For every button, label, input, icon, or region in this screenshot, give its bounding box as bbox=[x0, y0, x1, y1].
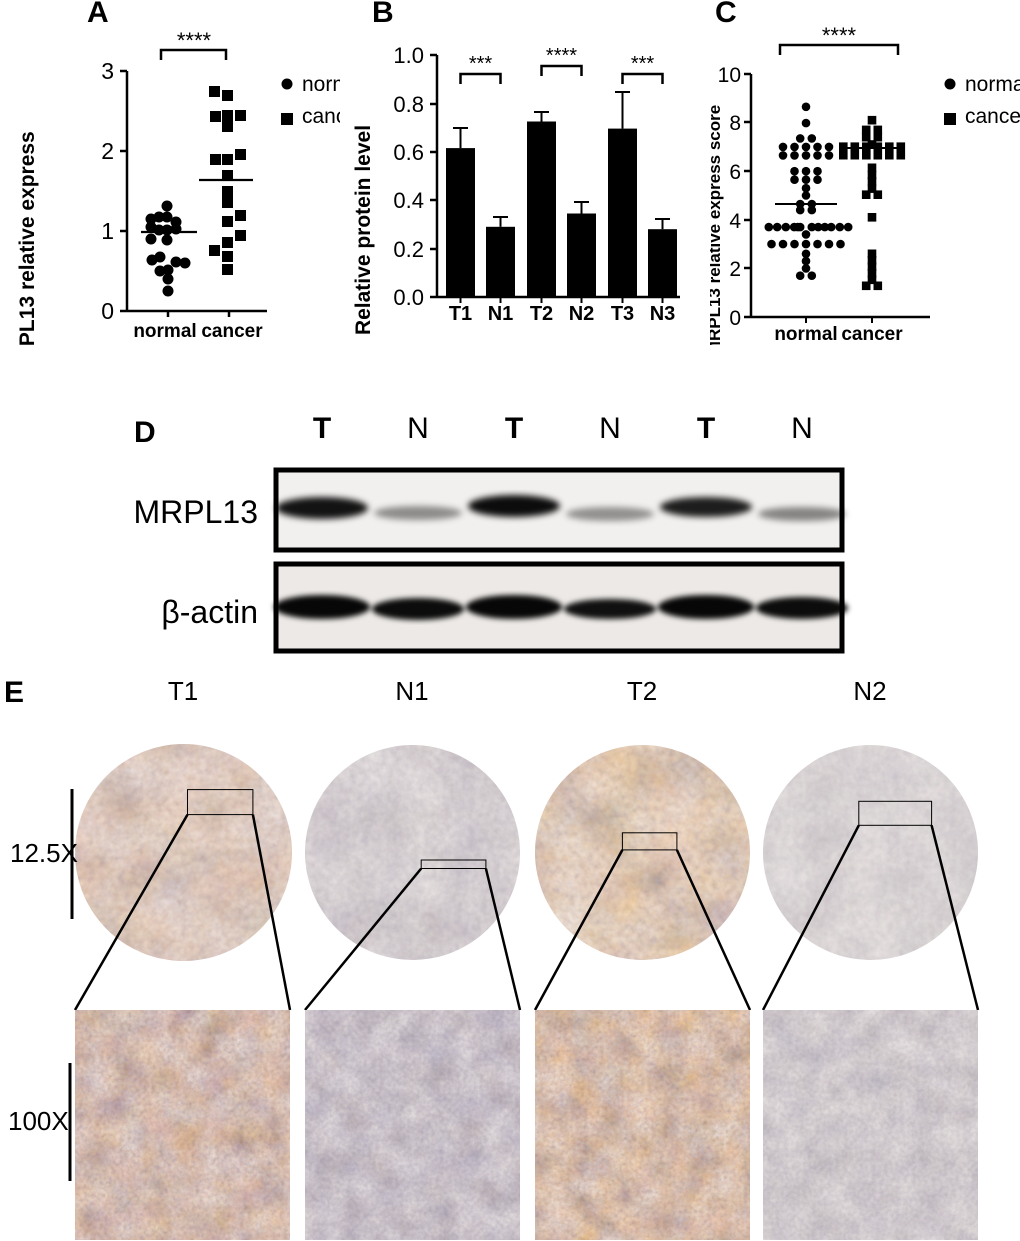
svg-text:normal: normal bbox=[302, 73, 340, 96]
svg-text:normal: normal bbox=[774, 324, 837, 345]
svg-text:T3: T3 bbox=[611, 303, 634, 325]
svg-text:***: *** bbox=[631, 53, 655, 75]
svg-text:MRPL13: MRPL13 bbox=[134, 494, 259, 530]
svg-text:6: 6 bbox=[729, 161, 741, 184]
svg-text:2: 2 bbox=[729, 258, 741, 281]
svg-text:N1: N1 bbox=[488, 303, 514, 325]
svg-text:8: 8 bbox=[729, 112, 741, 135]
svg-text:cancer: cancer bbox=[201, 321, 263, 342]
svg-text:N: N bbox=[407, 412, 429, 445]
svg-text:normal: normal bbox=[965, 73, 1020, 96]
svg-text:β-actin: β-actin bbox=[161, 594, 258, 630]
svg-text:T: T bbox=[313, 412, 331, 445]
svg-text:0: 0 bbox=[729, 307, 741, 330]
svg-text:T2: T2 bbox=[530, 303, 553, 325]
svg-text:100X: 100X bbox=[8, 1106, 69, 1136]
svg-text:4: 4 bbox=[729, 210, 741, 233]
svg-text:****: **** bbox=[822, 23, 857, 48]
svg-text:****: **** bbox=[177, 28, 212, 53]
svg-text:3: 3 bbox=[101, 58, 114, 84]
svg-text:N2: N2 bbox=[853, 680, 886, 706]
svg-text:cancer: cancer bbox=[302, 105, 340, 128]
svg-text:MRPL13 relative express: MRPL13 relative express bbox=[16, 131, 39, 345]
svg-text:0.2: 0.2 bbox=[393, 237, 424, 262]
svg-text:0.4: 0.4 bbox=[393, 188, 424, 213]
svg-text:N2: N2 bbox=[569, 303, 595, 325]
svg-text:0.6: 0.6 bbox=[393, 140, 424, 165]
svg-text:N: N bbox=[791, 412, 813, 445]
svg-text:T2: T2 bbox=[627, 680, 657, 706]
svg-text:N3: N3 bbox=[650, 303, 676, 325]
svg-text:10: 10 bbox=[718, 64, 741, 87]
svg-text:****: **** bbox=[546, 45, 577, 67]
svg-text:2: 2 bbox=[101, 138, 114, 164]
svg-text:T: T bbox=[505, 412, 523, 445]
svg-text:0: 0 bbox=[101, 298, 114, 324]
svg-text:***: *** bbox=[469, 53, 493, 75]
svg-text:1: 1 bbox=[101, 218, 114, 244]
svg-text:12.5X: 12.5X bbox=[10, 838, 78, 868]
svg-text:0.8: 0.8 bbox=[393, 92, 424, 117]
svg-text:MRPL13 relative express score: MRPL13 relative express score bbox=[710, 105, 724, 345]
svg-text:T1: T1 bbox=[449, 303, 472, 325]
svg-text:cancer: cancer bbox=[965, 105, 1020, 128]
svg-text:T: T bbox=[697, 412, 715, 445]
svg-text:1.0: 1.0 bbox=[393, 43, 424, 68]
svg-text:T1: T1 bbox=[168, 680, 198, 706]
svg-text:N: N bbox=[599, 412, 621, 445]
svg-text:Relative protein level: Relative protein level bbox=[352, 125, 375, 335]
svg-text:0.0: 0.0 bbox=[393, 285, 424, 310]
svg-text:N1: N1 bbox=[395, 680, 428, 706]
svg-text:normal: normal bbox=[133, 321, 196, 342]
svg-text:cancer: cancer bbox=[841, 324, 903, 345]
